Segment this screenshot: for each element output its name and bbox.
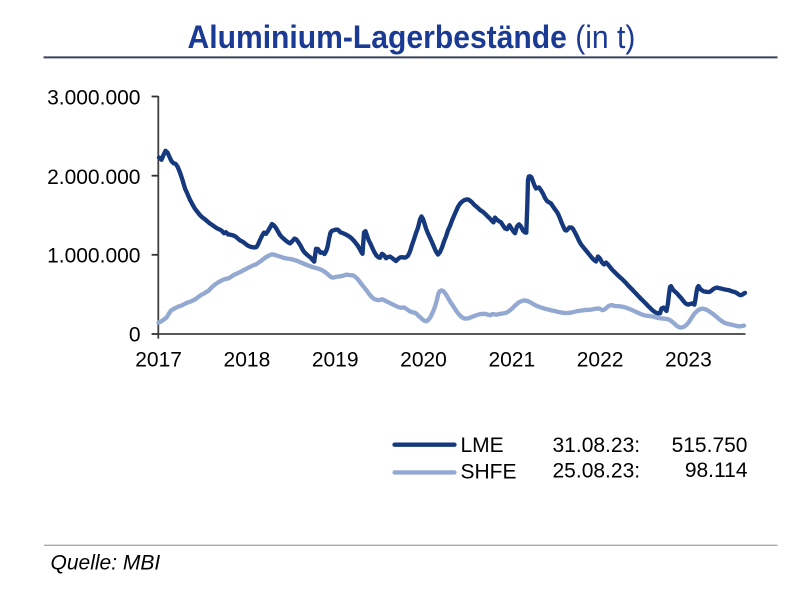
svg-text:1.000.000: 1.000.000 <box>47 245 140 268</box>
svg-text:SHFE: SHFE <box>461 461 517 484</box>
svg-text:LME: LME <box>461 434 504 457</box>
svg-text:3.000.000: 3.000.000 <box>47 87 140 110</box>
svg-text:2019: 2019 <box>312 349 359 372</box>
svg-text:2022: 2022 <box>577 349 624 372</box>
svg-text:98.114: 98.114 <box>685 459 748 482</box>
svg-text:2017: 2017 <box>135 349 182 372</box>
svg-text:515.750: 515.750 <box>672 434 748 457</box>
svg-text:2023: 2023 <box>665 349 712 372</box>
svg-text:Aluminium-Lagerbestände: Aluminium-Lagerbestände <box>188 19 567 55</box>
svg-text:2021: 2021 <box>488 349 535 372</box>
svg-text:31.08.23:: 31.08.23: <box>553 434 641 457</box>
svg-text:0: 0 <box>129 324 141 347</box>
svg-text:Quelle: MBI: Quelle: MBI <box>51 552 161 575</box>
svg-text:2.000.000: 2.000.000 <box>47 166 140 189</box>
svg-text:2020: 2020 <box>400 349 447 372</box>
svg-text:(in t): (in t) <box>575 19 635 55</box>
svg-text:25.08.23:: 25.08.23: <box>553 459 641 482</box>
svg-text:2018: 2018 <box>224 349 271 372</box>
